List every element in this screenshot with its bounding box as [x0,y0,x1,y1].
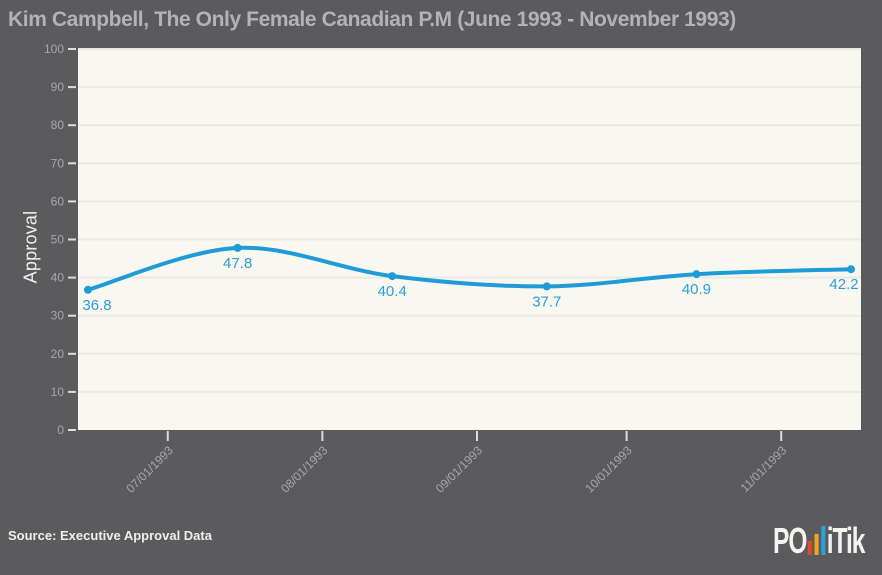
y-tick-label: 60 [51,194,65,208]
y-tick-label: 90 [51,80,65,94]
data-point-label: 36.8 [82,297,111,314]
logo-bars [806,526,826,559]
approval-line [86,245,853,292]
chart-title: Kim Campbell, The Only Female Canadian P… [8,8,736,31]
y-tick-label: 40 [51,271,65,285]
logo-text-prefix: PO [772,520,807,561]
x-tick-label: 08/01/1993 [278,443,331,496]
data-point-label: 42.2 [829,276,858,293]
logo-text-suffix: iTik [826,520,865,561]
y-tick-label: 70 [51,156,65,170]
y-tick-label: 0 [57,423,64,437]
data-point [692,270,701,279]
y-tick-label: 10 [51,385,65,399]
logo-bar [807,541,812,555]
y-tick-label: 100 [44,42,64,56]
y-tick-label: 80 [51,118,65,132]
data-point-label: 37.7 [532,293,561,310]
data-point [83,285,92,294]
source-note: Source: Executive Approval Data [8,528,212,543]
data-point-label: 47.8 [223,255,252,272]
x-tick-label: 09/01/1993 [433,443,486,496]
y-tick-label: 50 [51,233,65,247]
data-point [542,282,551,291]
data-point [388,272,397,281]
logo-bar [820,526,825,555]
x-tick-label: 11/01/1993 [738,443,790,495]
logo-bar [814,534,819,555]
politik-logo: PO iTik [772,520,865,561]
y-tick-label: 20 [51,347,65,361]
y-tick-label: 30 [51,309,65,323]
data-point-label: 40.9 [682,281,711,298]
data-point-label: 40.4 [378,283,407,300]
data-point [233,243,242,252]
x-tick-label: 10/01/1993 [582,443,635,496]
x-tick-label: 07/01/1993 [124,443,177,496]
data-point [847,265,856,274]
